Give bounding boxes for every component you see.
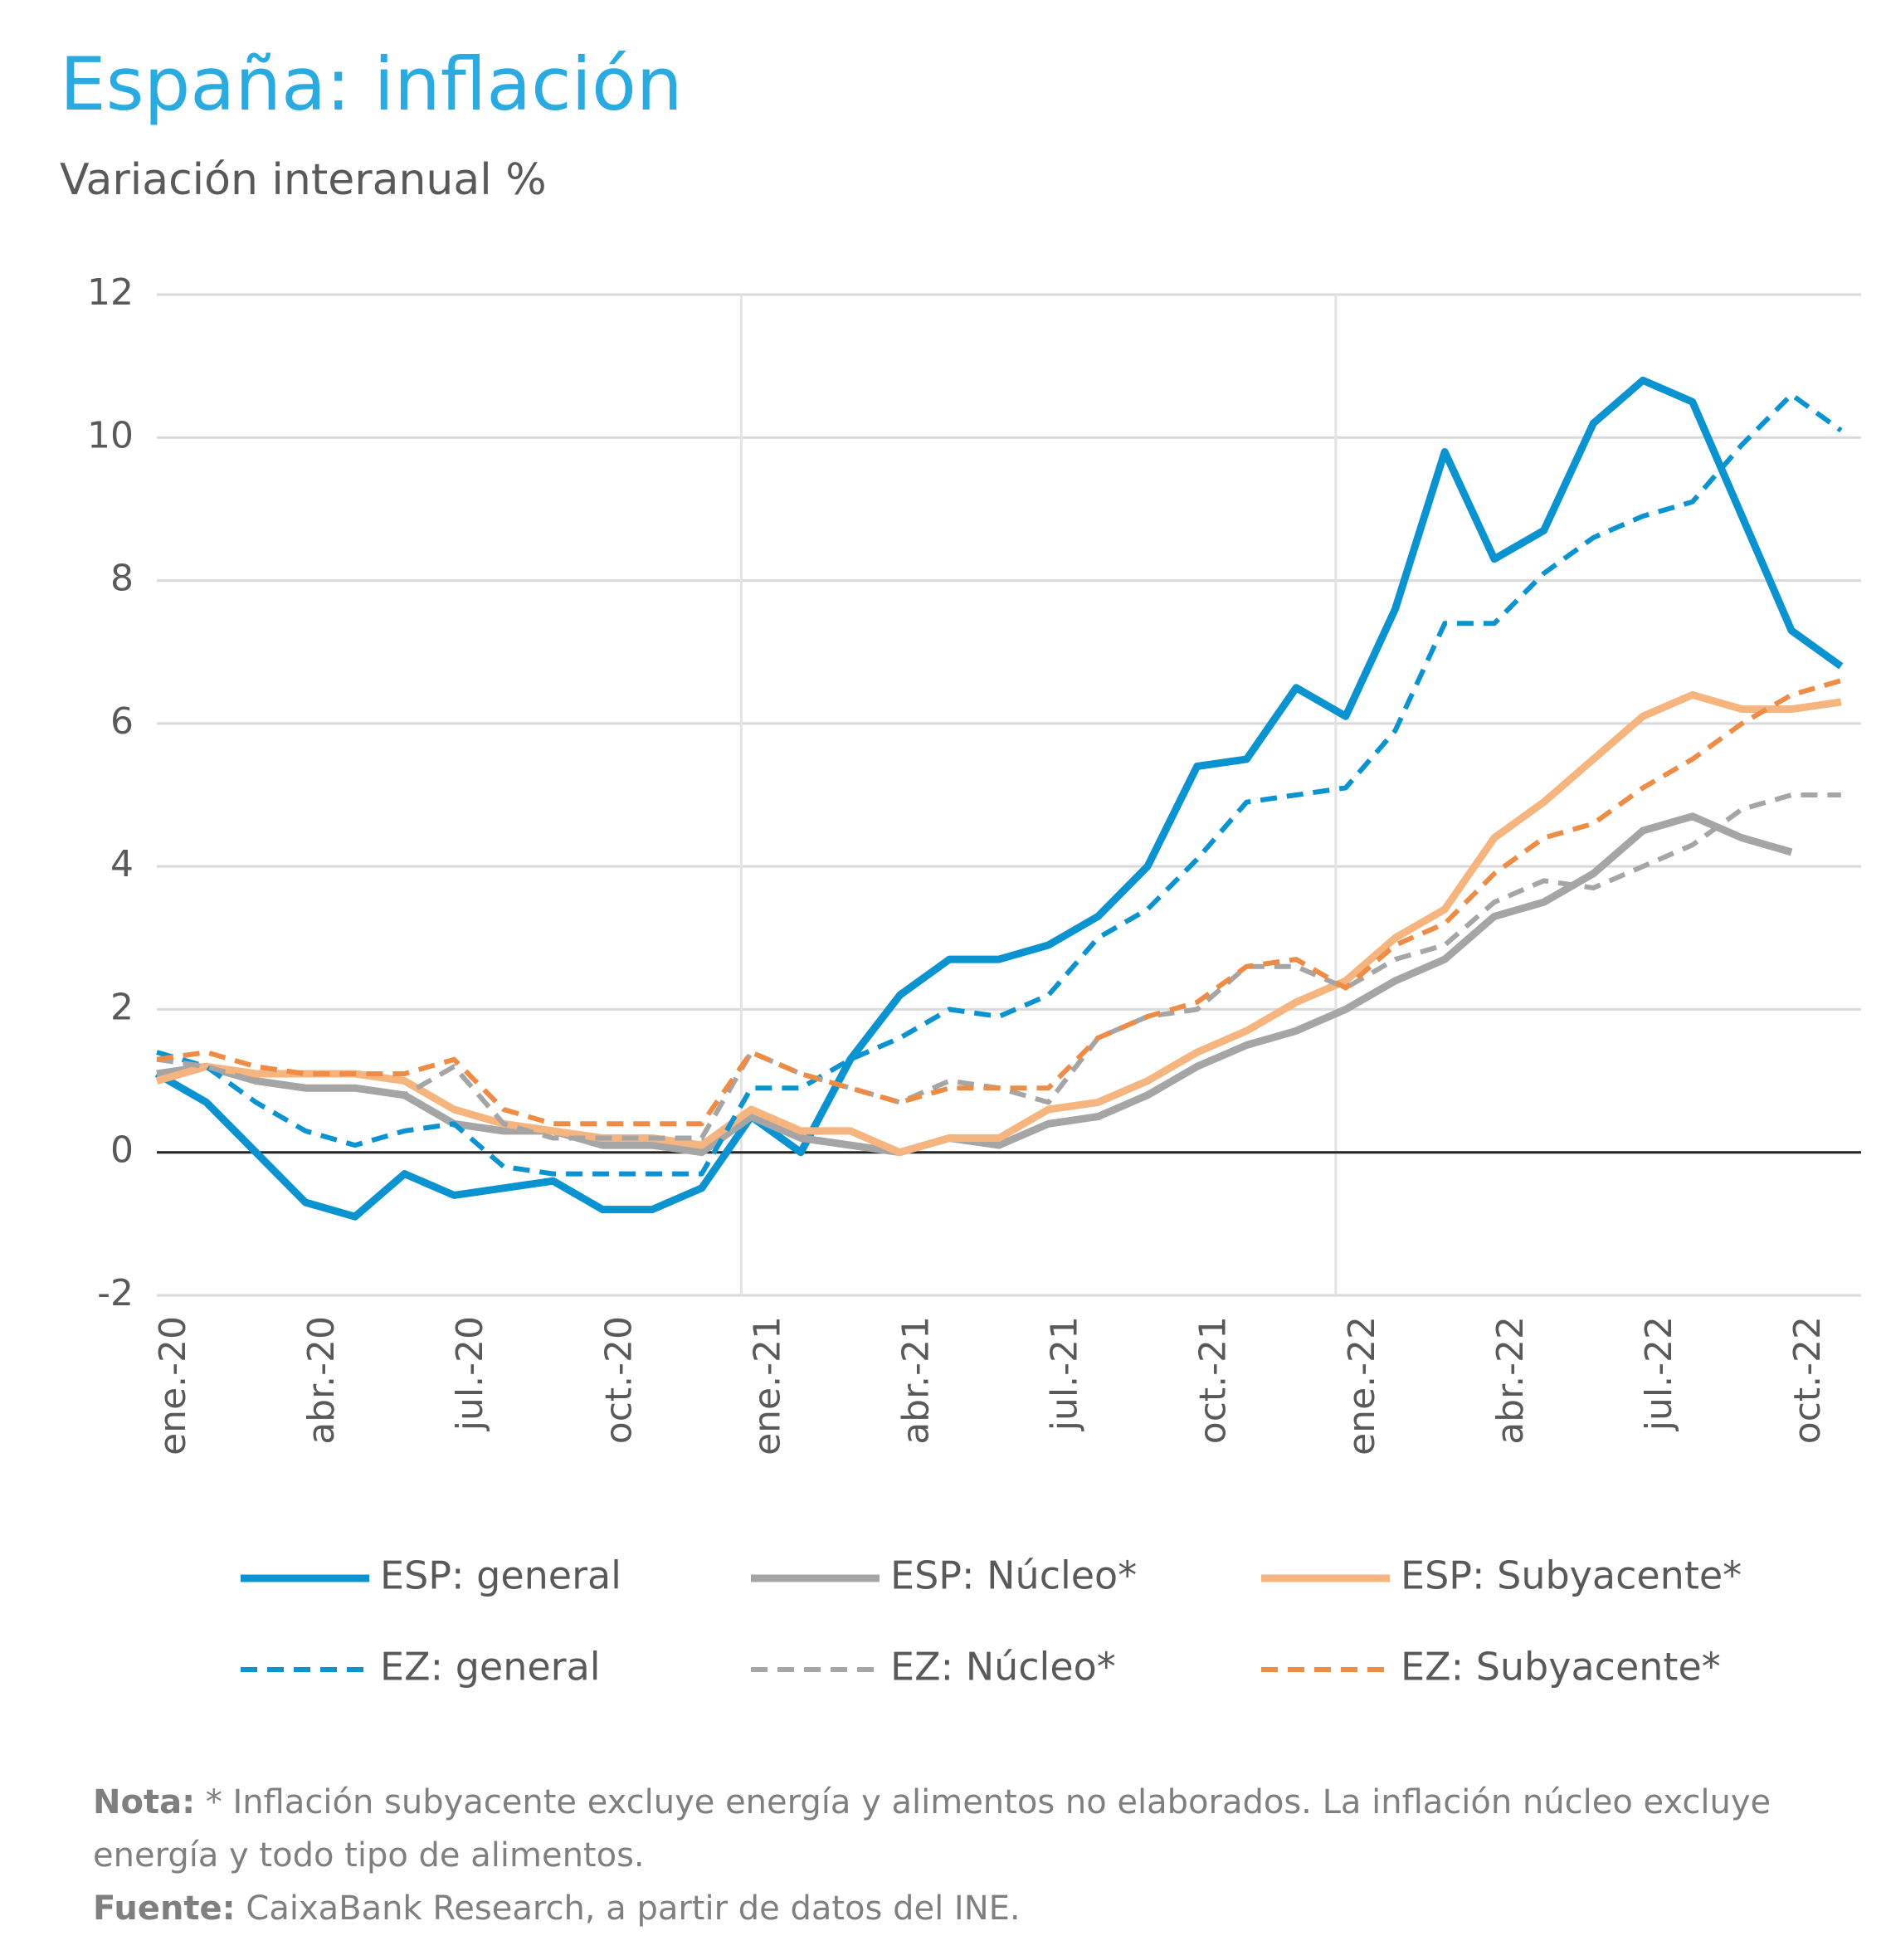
y-tick-label: 2: [110, 986, 134, 1028]
x-tick-label: jul.-21: [1044, 1316, 1086, 1431]
note-text: * Inflación subyacente excluye energía y…: [93, 1783, 1771, 1875]
chart-title: España: inflación: [60, 41, 683, 127]
x-tick-label: ene.-22: [1341, 1316, 1383, 1455]
series-line: [154, 376, 1844, 1221]
y-tick-label: 6: [110, 700, 134, 743]
legend-label: ESP: general: [380, 1553, 621, 1598]
x-tick-label: ene.-20: [152, 1316, 194, 1455]
x-tick-label: abr.-21: [895, 1316, 938, 1445]
legend-label: ESP: Núcleo*: [890, 1553, 1137, 1598]
x-tick-label: oct.-21: [1192, 1316, 1235, 1444]
series-line: [156, 678, 1842, 1127]
x-tick-label: jul.-20: [449, 1316, 491, 1431]
y-tick-label: 4: [110, 843, 134, 885]
series-line: [155, 690, 1842, 1157]
legend-label: EZ: Subyacente*: [1401, 1645, 1721, 1689]
notes: Nota: * Inflación subyacente excluye ene…: [93, 1776, 1852, 1935]
chart-subtitle: Variación interanual %: [60, 155, 547, 205]
y-tick-label: 10: [87, 414, 134, 456]
source-text: CaixaBank Research, a partir de datos de…: [246, 1889, 1021, 1928]
y-tick-label: 0: [110, 1129, 134, 1172]
source: Fuente: CaixaBank Research, a partir de …: [93, 1882, 1852, 1935]
legend-label: EZ: Núcleo*: [890, 1645, 1116, 1689]
x-tick-label: abr.-22: [1489, 1316, 1532, 1445]
y-tick-label: 12: [87, 271, 134, 314]
x-tick-label: oct.-20: [597, 1316, 640, 1444]
legend-label: EZ: general: [380, 1645, 601, 1689]
y-tick-label: 8: [110, 558, 134, 600]
note-label: Nota:: [93, 1783, 196, 1821]
source-label: Fuente:: [93, 1889, 236, 1928]
y-tick-label: -2: [97, 1272, 134, 1314]
series-line: [156, 392, 1843, 1177]
x-tick-label: jul.-22: [1638, 1316, 1680, 1431]
note: Nota: * Inflación subyacente excluye ene…: [93, 1776, 1852, 1882]
x-tick-label: ene.-21: [746, 1316, 788, 1455]
legend-label: ESP: Subyacente*: [1401, 1553, 1742, 1598]
x-tick-label: abr.-20: [300, 1316, 343, 1445]
x-tick-label: oct.-22: [1786, 1316, 1829, 1444]
